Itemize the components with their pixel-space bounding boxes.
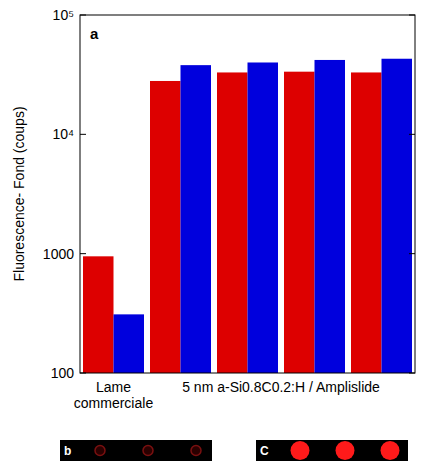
y-tick-label: 1000 <box>43 246 74 262</box>
x-tick-label: Lamecommerciale <box>74 379 154 411</box>
bar <box>315 60 346 373</box>
y-tick <box>80 373 86 374</box>
panel-letter: C <box>260 444 269 458</box>
y-tick <box>409 253 415 254</box>
spot <box>143 446 153 456</box>
y-tick-label: 10⁵ <box>53 7 74 23</box>
y-axis-title: Fluorescence- Fond (coups) <box>11 106 27 281</box>
spot <box>291 441 310 460</box>
y-tick <box>80 134 86 135</box>
spot <box>381 441 400 460</box>
frame <box>80 15 415 373</box>
y-tick <box>409 134 415 135</box>
bars <box>83 59 412 373</box>
bar <box>351 72 382 373</box>
spot <box>95 446 105 456</box>
y-tick <box>80 253 86 254</box>
bar <box>382 59 413 373</box>
panel-letter: b <box>64 444 71 458</box>
bar <box>150 81 181 373</box>
y-tick-label: 100 <box>51 365 75 381</box>
y-tick <box>80 15 86 16</box>
bar <box>181 65 212 373</box>
bar <box>114 314 145 373</box>
bar <box>284 72 315 373</box>
bar <box>248 62 279 373</box>
panel-letter: a <box>90 25 99 42</box>
x-tick-label: 5 nm a-Si0.8C0.2:H / Amplislide <box>182 379 380 395</box>
y-tick <box>409 15 415 16</box>
bar <box>83 256 114 373</box>
label-line: commerciale <box>74 395 154 411</box>
spot <box>336 441 355 460</box>
bar <box>217 72 248 373</box>
image-panel <box>60 440 212 461</box>
chart: 100 1000 10⁴ 10⁵ Fluorescence- Fond (coups) L… <box>0 0 428 463</box>
label-line: Lame <box>96 379 131 395</box>
y-tick <box>409 373 415 374</box>
image-panel <box>256 440 408 461</box>
spot <box>191 446 201 456</box>
y-tick-label: 10⁴ <box>52 126 74 142</box>
